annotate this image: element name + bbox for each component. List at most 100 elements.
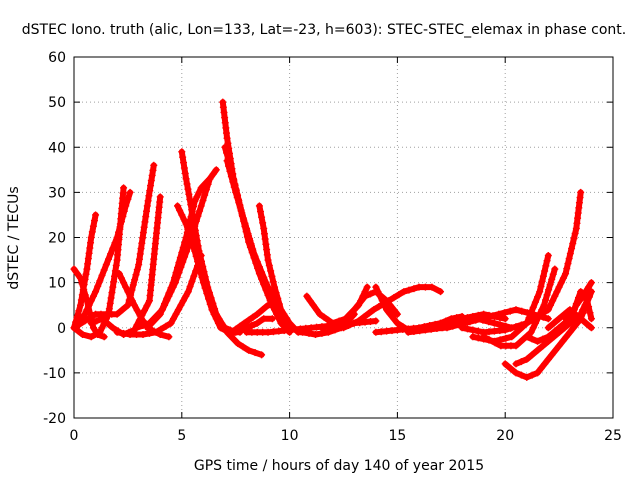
data-point bbox=[437, 288, 445, 296]
data-point bbox=[534, 369, 542, 377]
data-point bbox=[143, 302, 151, 310]
data-point bbox=[191, 247, 199, 255]
data-point bbox=[178, 148, 186, 156]
data-point bbox=[241, 219, 249, 227]
data-point bbox=[122, 202, 130, 210]
data-point bbox=[347, 309, 355, 317]
data-point bbox=[94, 282, 102, 290]
data-point bbox=[415, 283, 423, 291]
data-point bbox=[179, 297, 187, 305]
data-point bbox=[577, 188, 585, 196]
data-point bbox=[140, 223, 148, 231]
data-point bbox=[156, 193, 164, 201]
data-point bbox=[150, 161, 158, 169]
data-point bbox=[587, 324, 595, 332]
data-point bbox=[238, 209, 246, 217]
data-point bbox=[79, 331, 87, 339]
data-point bbox=[410, 328, 418, 336]
data-point bbox=[469, 333, 477, 341]
data-point bbox=[186, 231, 194, 239]
data-point bbox=[184, 185, 192, 193]
data-point bbox=[587, 315, 595, 323]
data-point bbox=[111, 272, 119, 280]
data-point bbox=[232, 188, 240, 196]
data-point bbox=[544, 315, 552, 323]
data-point bbox=[555, 342, 563, 350]
data-point bbox=[570, 235, 578, 243]
data-point bbox=[251, 349, 259, 357]
data-point bbox=[540, 301, 548, 309]
data-point bbox=[167, 319, 175, 327]
data-point bbox=[366, 290, 374, 298]
data-point bbox=[390, 294, 398, 302]
data-point bbox=[124, 301, 132, 309]
data-point bbox=[528, 335, 536, 343]
data-point bbox=[529, 303, 537, 311]
data-point bbox=[277, 306, 285, 314]
data-point bbox=[190, 221, 198, 229]
data-point bbox=[577, 288, 585, 296]
grid-lines bbox=[74, 57, 613, 418]
data-point bbox=[113, 328, 121, 336]
data-point bbox=[110, 278, 118, 286]
y-tick-label: 20 bbox=[48, 231, 66, 247]
data-point bbox=[390, 315, 398, 323]
data-point bbox=[305, 329, 313, 337]
data-series bbox=[544, 306, 595, 332]
data-point bbox=[559, 274, 567, 282]
data-series bbox=[223, 157, 294, 332]
data-point bbox=[383, 306, 391, 314]
data-point bbox=[83, 306, 91, 314]
y-axis-label: dSTEC / TECUs bbox=[6, 186, 22, 289]
data-point bbox=[124, 288, 132, 296]
data-point bbox=[193, 237, 201, 245]
data-point bbox=[89, 222, 97, 230]
data-point bbox=[133, 266, 141, 274]
data-point bbox=[156, 310, 164, 318]
data-point bbox=[580, 292, 588, 300]
data-point bbox=[544, 252, 552, 260]
data-point bbox=[316, 310, 324, 318]
data-point bbox=[525, 314, 533, 322]
data-point bbox=[393, 319, 401, 327]
data-point bbox=[126, 331, 134, 339]
data-point bbox=[477, 315, 485, 323]
data-point bbox=[227, 328, 235, 336]
data-point bbox=[184, 225, 192, 233]
data-point bbox=[176, 254, 184, 262]
data-point bbox=[98, 315, 106, 323]
data-point bbox=[474, 327, 482, 335]
data-point bbox=[566, 328, 574, 336]
data-point bbox=[458, 324, 466, 332]
data-point bbox=[552, 346, 560, 354]
data-point bbox=[194, 258, 202, 266]
data-point bbox=[517, 358, 525, 366]
data-point bbox=[536, 288, 544, 296]
data-point bbox=[133, 324, 141, 332]
data-point bbox=[449, 322, 457, 330]
data-point bbox=[523, 319, 531, 327]
y-tick-label: -20 bbox=[43, 411, 66, 427]
data-point bbox=[253, 261, 261, 269]
data-point bbox=[178, 211, 186, 219]
data-point bbox=[539, 335, 547, 343]
data-point bbox=[350, 306, 358, 314]
data-point bbox=[232, 325, 240, 333]
data-point bbox=[212, 166, 220, 174]
data-point bbox=[90, 217, 98, 225]
data-point bbox=[180, 164, 188, 172]
data-point bbox=[217, 319, 225, 327]
data-point bbox=[566, 310, 574, 318]
data-point bbox=[564, 260, 572, 268]
data-point bbox=[275, 300, 283, 308]
data-point bbox=[577, 315, 585, 323]
data-point bbox=[250, 250, 258, 258]
data-point bbox=[517, 371, 525, 379]
data-point bbox=[386, 310, 394, 318]
data-point bbox=[174, 306, 182, 314]
data-point bbox=[549, 270, 557, 278]
data-point bbox=[260, 315, 268, 323]
data-point bbox=[195, 188, 203, 196]
data-point bbox=[84, 255, 92, 263]
data-point bbox=[543, 291, 551, 299]
